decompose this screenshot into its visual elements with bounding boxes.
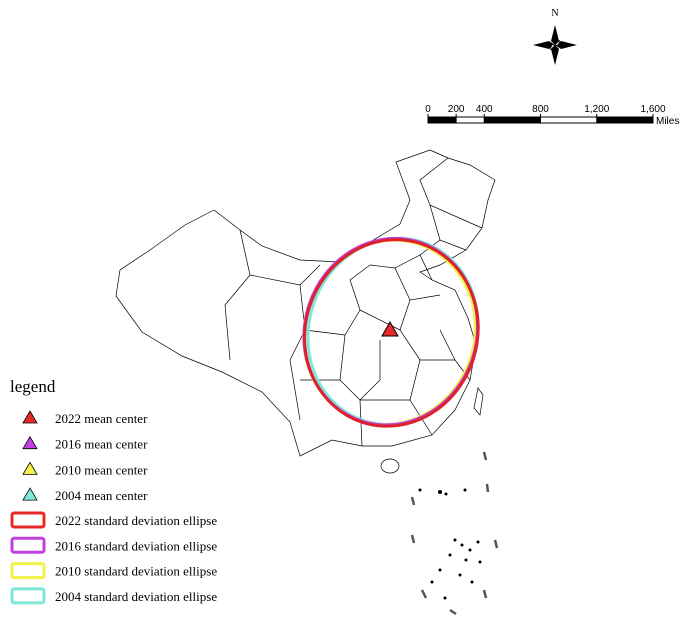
scale-label: 0 bbox=[425, 104, 431, 115]
scale-label: 200 bbox=[448, 104, 465, 115]
legend-title: legend bbox=[10, 377, 56, 396]
scale-segment bbox=[596, 117, 653, 123]
legend-label: 2010 mean center bbox=[55, 462, 148, 477]
legend-symbol bbox=[10, 562, 46, 580]
legend-symbol bbox=[10, 536, 46, 554]
sd-ellipses bbox=[302, 236, 480, 428]
mean-center bbox=[381, 320, 399, 337]
scale-label: 1,600 bbox=[640, 104, 665, 115]
legend-symbol bbox=[22, 410, 38, 424]
scale-label: 400 bbox=[476, 104, 493, 115]
scale-label: 1,200 bbox=[584, 104, 609, 115]
legend-symbol bbox=[22, 461, 38, 475]
north-label: N bbox=[551, 8, 558, 19]
scale-segment bbox=[484, 117, 541, 123]
legend-label: 2022 mean center bbox=[55, 411, 148, 426]
legend-label: 2010 standard deviation ellipse bbox=[55, 564, 217, 579]
scale-label: 800 bbox=[532, 104, 549, 115]
legend-symbol bbox=[10, 587, 46, 605]
north-arrow bbox=[533, 25, 577, 65]
scale-unit: Miles bbox=[656, 116, 679, 127]
legend-label: 2004 standard deviation ellipse bbox=[55, 589, 217, 604]
legend: 2022 mean center 2016 mean center 2010 mea… bbox=[10, 410, 217, 605]
legend-label: 2016 standard deviation ellipse bbox=[55, 538, 217, 553]
legend-label: 2016 mean center bbox=[55, 437, 148, 452]
legend-label: 2022 standard deviation ellipse bbox=[55, 513, 217, 528]
legend-symbol bbox=[22, 435, 38, 450]
country-map bbox=[115, 149, 499, 616]
legend-symbol bbox=[22, 487, 38, 501]
scale-segment bbox=[428, 117, 457, 123]
legend-symbol bbox=[10, 511, 46, 529]
legend-label: 2004 mean center bbox=[55, 488, 148, 503]
